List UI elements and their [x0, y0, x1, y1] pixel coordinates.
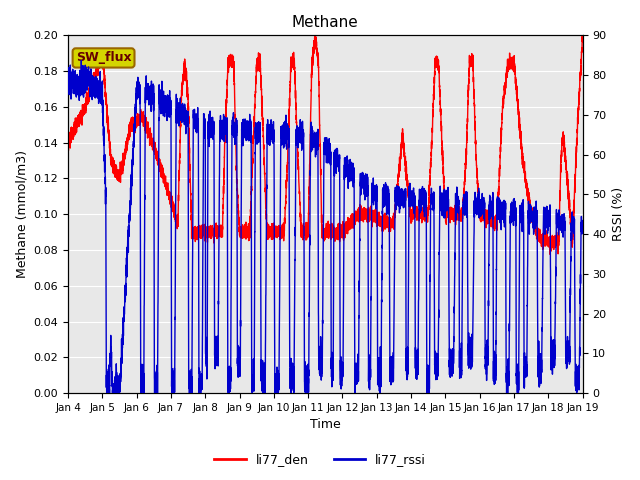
Y-axis label: Methane (mmol/m3): Methane (mmol/m3)	[15, 150, 28, 278]
Legend: li77_den, li77_rssi: li77_den, li77_rssi	[209, 448, 431, 471]
Text: SW_flux: SW_flux	[76, 51, 131, 64]
X-axis label: Time: Time	[310, 419, 340, 432]
Y-axis label: RSSI (%): RSSI (%)	[612, 187, 625, 241]
Title: Methane: Methane	[292, 15, 358, 30]
